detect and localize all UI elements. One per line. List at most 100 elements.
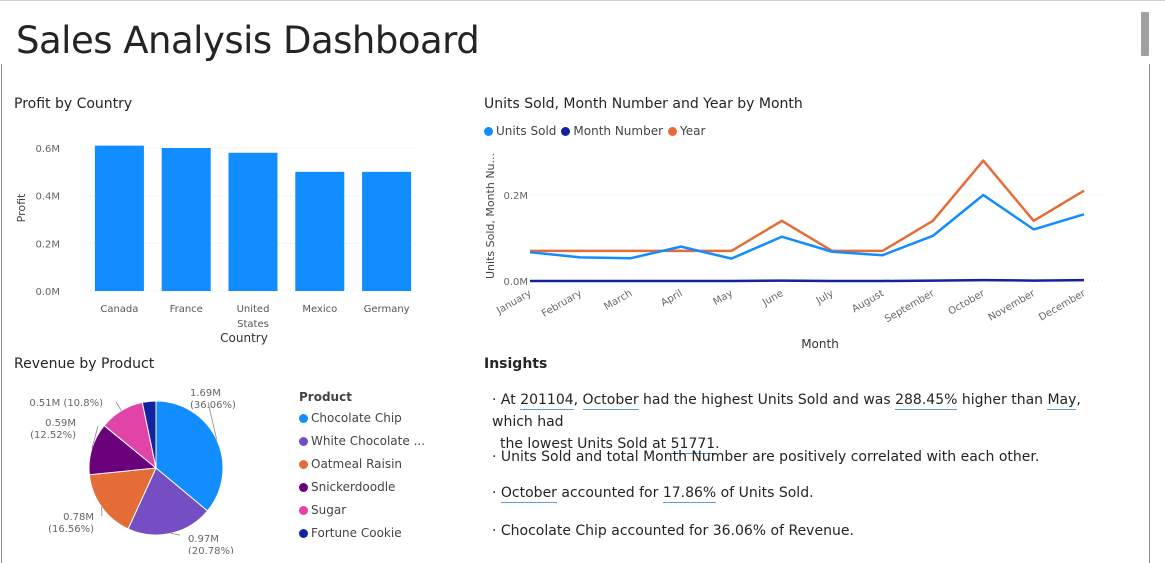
profit-bar-mexico[interactable] <box>295 171 345 291</box>
insight-1-pct-link[interactable]: 288.45% <box>895 392 958 410</box>
pie-slice-fortune-cookie[interactable] <box>141 400 157 469</box>
pie-data-label-value: 1.69M <box>190 388 221 399</box>
pie-data-label-pct: (20.78%) <box>188 546 234 554</box>
pie-legend-label: White Chocolate ... <box>311 434 426 448</box>
units-xtick-label: June <box>760 288 785 309</box>
revenue-pie-chart[interactable]: 1.69M(36.06%) 0.97M(20.78%) 0.78M(16.56%) 0… <box>20 384 280 554</box>
title-bar <box>0 0 1165 64</box>
units-xtick-label: April <box>659 288 684 309</box>
units-xlabel: Month <box>801 337 839 351</box>
units-xtick-label: October <box>947 288 988 318</box>
legend-month-number[interactable]: Month Number <box>573 124 664 138</box>
units-xtick-label: February <box>540 288 584 320</box>
profit-xtick-label: States <box>237 319 269 330</box>
insight-1-text-3: , which had <box>492 392 1081 430</box>
profit-xtick-label: Canada <box>100 304 138 315</box>
pie-legend-item[interactable]: Oatmeal Raisin <box>299 457 402 471</box>
units-xtick-label: January <box>494 288 533 317</box>
page-title: Sales Analysis Dashboard <box>16 19 480 62</box>
pie-legend-dot <box>299 482 308 492</box>
insight-1-year-link[interactable]: 201104 <box>520 392 574 410</box>
insight-3-text: accounted for <box>561 485 659 501</box>
pie-leader-line <box>207 401 218 440</box>
pie-legend-item[interactable]: Snickerdoodle <box>299 480 395 494</box>
profit-xtick-label: Germany <box>364 304 410 315</box>
profit-bar-united-states[interactable] <box>228 152 278 291</box>
insight-1-comma: , <box>573 392 579 408</box>
pie-legend-title: Product <box>299 390 352 404</box>
units-xtick-label: May <box>712 288 735 308</box>
pie-leader-line <box>170 532 181 536</box>
pie-data-label: 0.51M (10.8%) <box>29 398 103 409</box>
pie-legend-label: Oatmeal Raisin <box>311 457 403 471</box>
top-border <box>0 0 1165 1</box>
pie-data-label-value: 0.59M <box>45 418 76 429</box>
insight-3-pct-link[interactable]: 17.86% <box>662 485 717 503</box>
pie-legend-item[interactable]: Fortune Cookie <box>299 526 402 540</box>
insight-1-month-link[interactable]: October <box>582 392 639 410</box>
insight-1: · At 201104, October had the highest Uni… <box>492 389 1107 455</box>
insight-1-low-value-link[interactable]: 51771 <box>670 436 716 454</box>
scrollbar-thumb[interactable] <box>1141 12 1149 56</box>
pie-leader-line <box>91 425 99 449</box>
insight-1-low-month-link[interactable]: May <box>1047 392 1077 410</box>
units-series-units-sold[interactable] <box>529 193 1085 260</box>
legend-year[interactable]: Year <box>680 124 706 138</box>
insight-1-bullet: · <box>492 392 497 408</box>
pie-legend-label: Sugar <box>311 503 347 517</box>
revenue-chart-title: Revenue by Product <box>14 356 155 372</box>
units-xtick-label: November <box>987 288 1038 324</box>
units-chart-title: Units Sold, Month Number and Year by Mon… <box>484 96 803 112</box>
legend-year-dot <box>668 126 678 136</box>
pie-slice-white-chocolate[interactable] <box>127 467 209 536</box>
pie-legend-item[interactable]: Sugar <box>299 503 346 517</box>
insight-3-month-link[interactable]: October <box>500 485 557 503</box>
profit-xtick-label: United <box>237 304 270 315</box>
units-ylabel: Units Sold, Month Nu... <box>484 153 497 279</box>
insight-1-text: had the highest Units Sold and was <box>643 392 891 408</box>
pie-data-label-pct: (36.06%) <box>190 400 236 411</box>
insight-1-text-at: At <box>500 392 516 408</box>
pie-slice-chocolate-chip[interactable] <box>155 400 224 512</box>
legend-units-sold-dot <box>484 126 493 136</box>
insight-3: · October accounted for 17.86% of Units … <box>492 482 1107 504</box>
pie-legend-dot <box>299 459 308 469</box>
units-xtick-label: August <box>850 288 886 315</box>
legend-units-sold[interactable]: Units Sold <box>496 124 557 138</box>
insight-3-text-2: of Units Sold. <box>720 485 814 501</box>
units-xtick-label: March <box>602 288 634 313</box>
units-xtick-label: September <box>883 288 937 326</box>
profit-bar-germany[interactable] <box>362 171 412 291</box>
units-series-year[interactable] <box>530 159 1085 253</box>
pie-data-label-pct: (16.56%) <box>48 524 94 535</box>
profit-ytick-label: 0.0M <box>35 287 60 298</box>
units-series-month-number[interactable] <box>530 278 1085 283</box>
pie-leader-line <box>115 401 122 411</box>
pie-legend-dot <box>299 413 308 423</box>
insight-1-text-2: higher than <box>961 392 1044 408</box>
profit-ytick-label: 0.4M <box>35 192 60 203</box>
pie-legend-label: Snickerdoodle <box>311 480 396 494</box>
profit-bar-chart[interactable]: 0.0M 0.2M 0.4M 0.6M Profit Canada France United… <box>8 128 448 350</box>
legend-month-number-dot <box>561 126 571 136</box>
profit-bar-canada[interactable] <box>94 145 144 291</box>
units-line-chart[interactable]: 0.0M 0.2M Units Sold, Month Nu... January Fe… <box>478 144 1108 356</box>
pie-slice-oatmeal-raisin[interactable] <box>88 467 157 530</box>
units-xtick-label: July <box>814 288 836 307</box>
insight-2: · Units Sold and total Month Number are … <box>492 449 1040 465</box>
pie-legend-item[interactable]: Chocolate Chip <box>299 411 402 425</box>
pie-legend-dot <box>299 436 308 446</box>
pie-data-label-pct: (12.52%) <box>30 430 76 441</box>
pie-data-label-value: 0.78M <box>63 512 94 523</box>
profit-bar-france[interactable] <box>161 148 211 291</box>
profit-ytick-label: 0.6M <box>35 144 60 155</box>
pie-legend-dot <box>299 528 308 538</box>
profit-ytick-label: 0.2M <box>35 239 60 250</box>
pie-legend-item[interactable]: White Chocolate ... <box>299 434 425 448</box>
insight-1-period: . <box>715 436 720 452</box>
pie-legend-dot <box>299 505 308 515</box>
right-border <box>1149 64 1150 563</box>
profit-xlabel: Country <box>220 331 268 345</box>
pie-legend-label: Chocolate Chip <box>311 411 402 425</box>
profit-chart-title: Profit by Country <box>14 96 133 112</box>
